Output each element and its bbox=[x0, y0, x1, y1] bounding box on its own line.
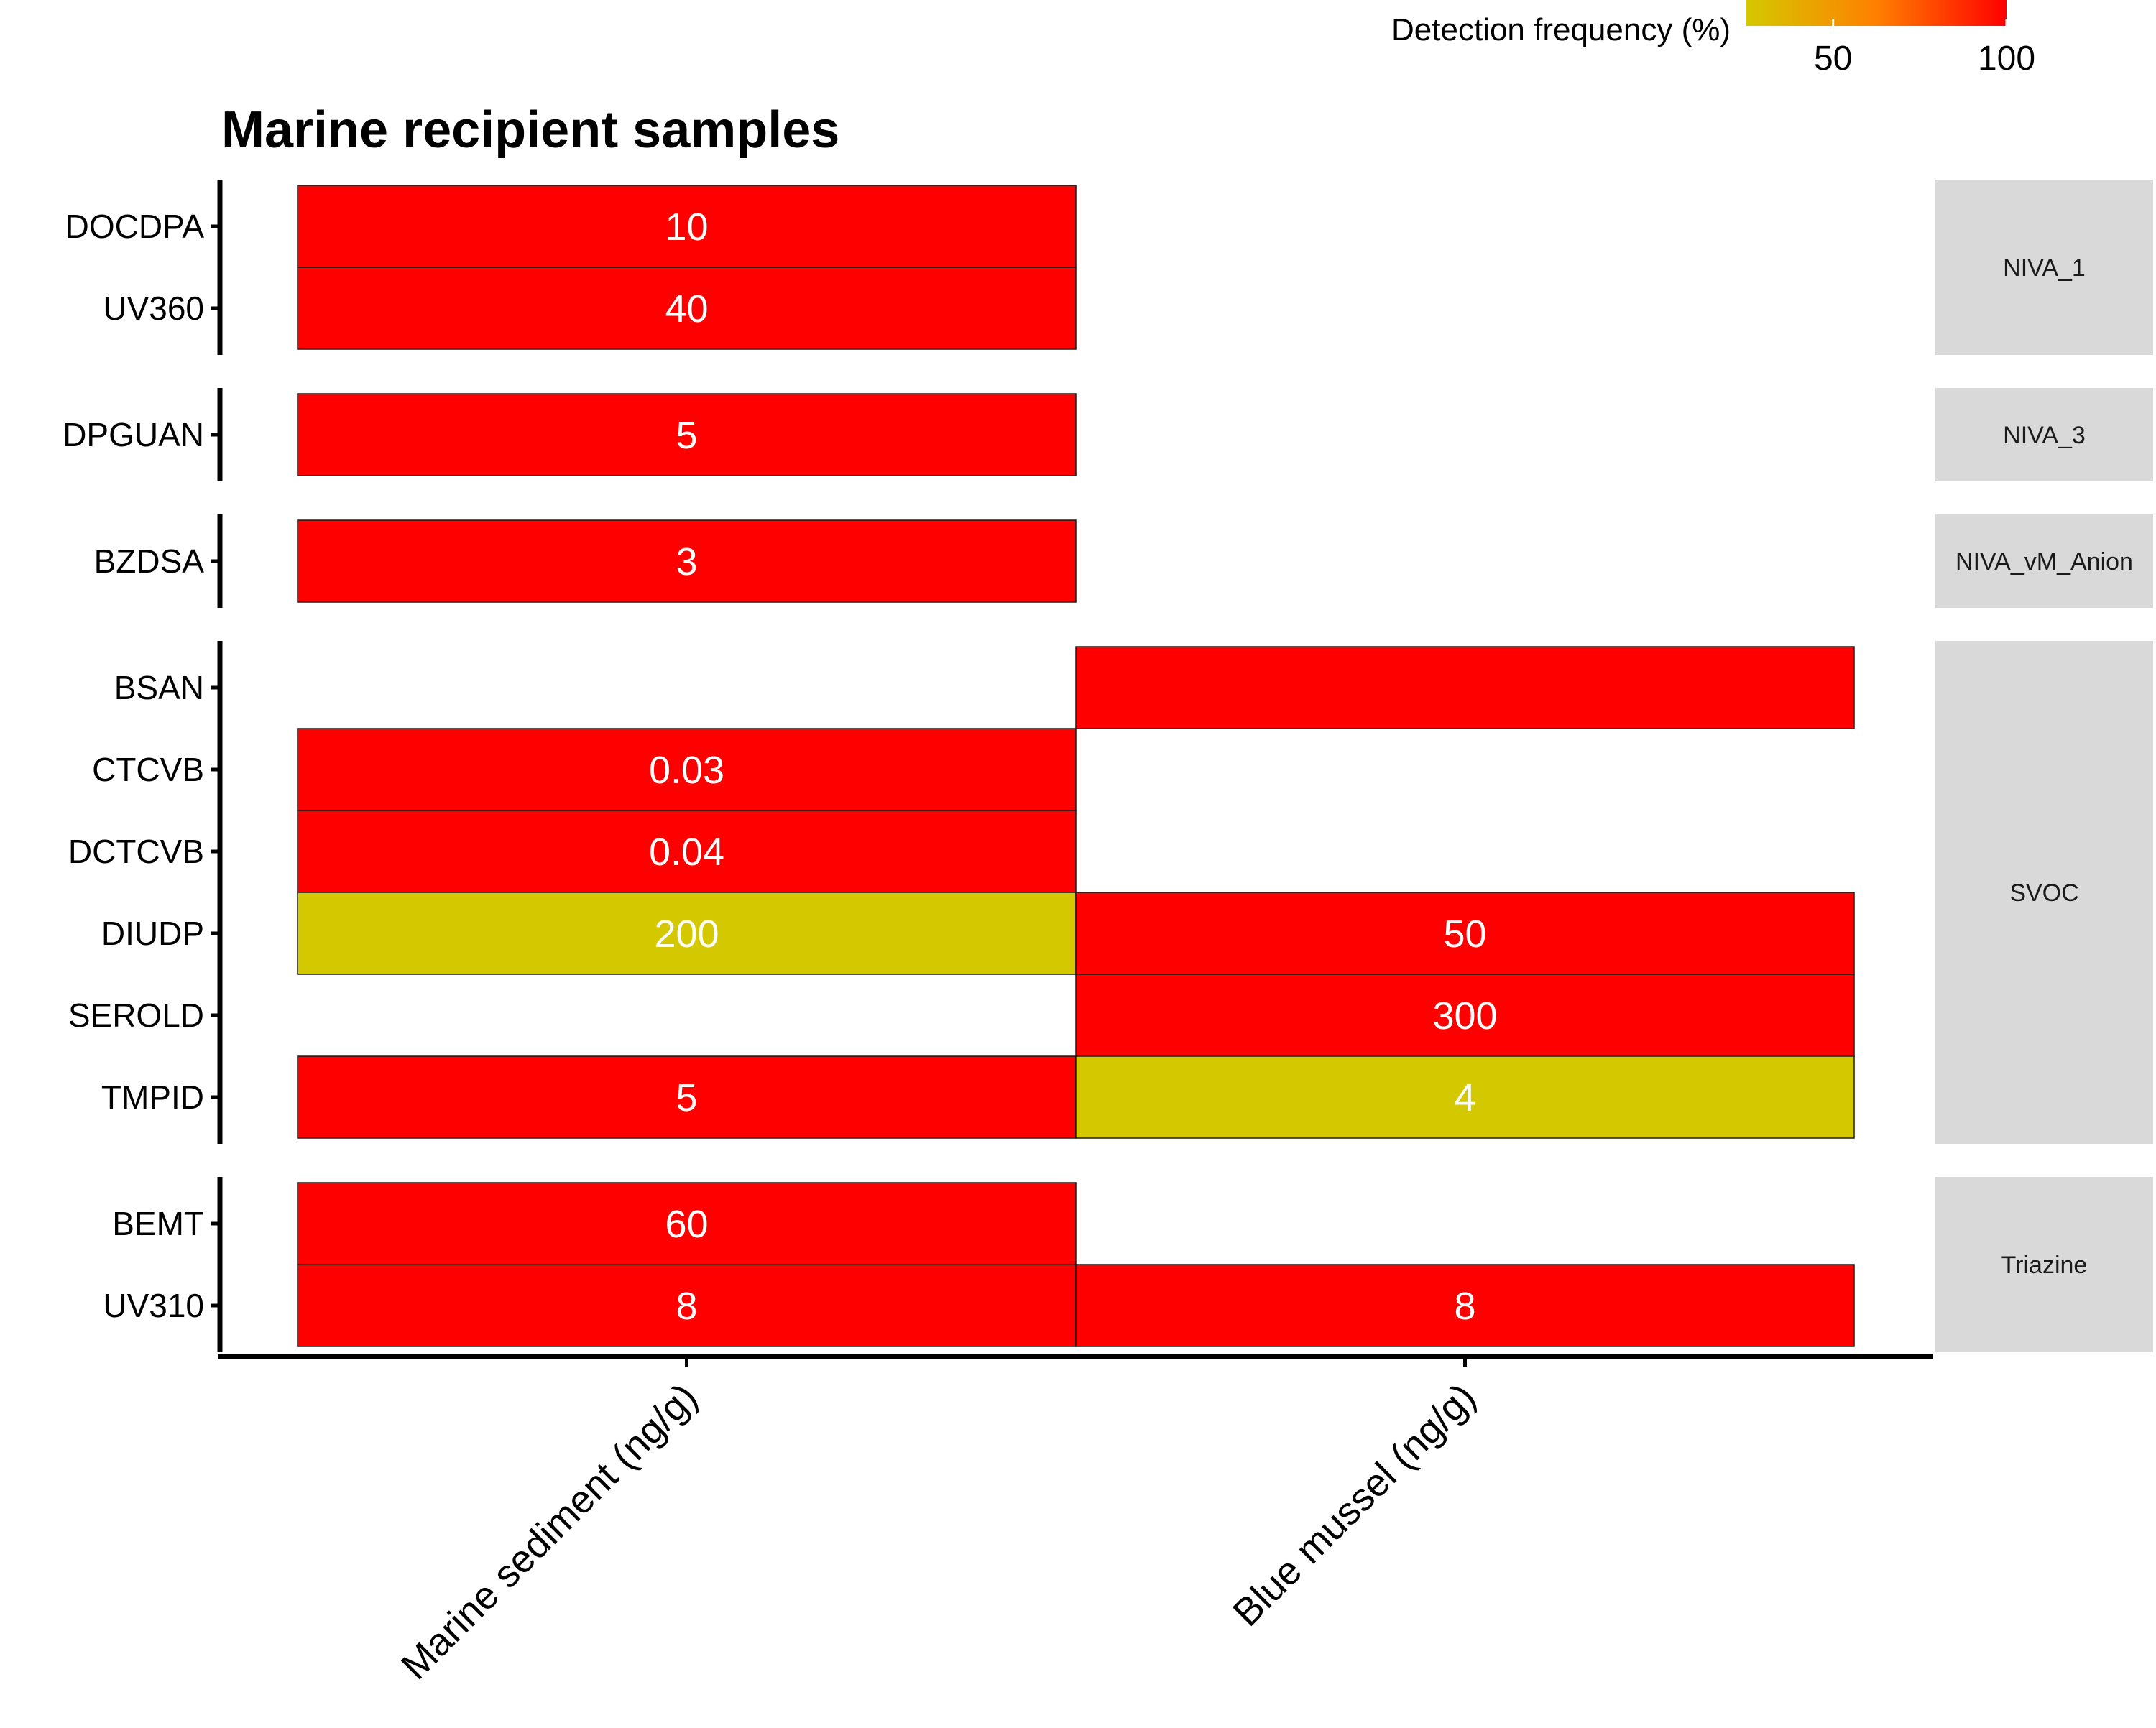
cell-label-diudp-0: 200 bbox=[654, 912, 719, 956]
y-tick-label-bemt: BEMT bbox=[112, 1205, 204, 1242]
y-tick-label-uv310: UV310 bbox=[103, 1287, 204, 1324]
y-tick-label-tmpid: TMPID bbox=[101, 1078, 204, 1116]
heatmap-panels: NIVA_1 DOCDPA 10 UV360 40 NIVA_3 DPGUAN 5 NIVA_v… bbox=[63, 180, 2153, 1352]
cell-label-dctcvb-0: 0.04 bbox=[649, 831, 724, 874]
heatmap-cell-bzdsa-0 bbox=[297, 519, 1077, 603]
cell-label-uv310-1: 8 bbox=[1454, 1285, 1475, 1328]
x-axis: Marine sediment (ng/g) Blue mussel (ng/g) bbox=[218, 1354, 1933, 1688]
heatmap-cell-bsan-1 bbox=[1075, 646, 1855, 729]
panel-niva-3: NIVA_3 DPGUAN 5 bbox=[63, 388, 2153, 481]
strip-label-niva-vm-anion: NIVA_vM_Anion bbox=[1955, 548, 2133, 576]
cell-label-bemt-0: 60 bbox=[665, 1203, 708, 1246]
heatmap-cell-tmpid-1 bbox=[1075, 1055, 1855, 1139]
cell-label-docdpa-0: 10 bbox=[665, 205, 708, 249]
legend-title: Detection frequency (%) bbox=[1391, 12, 1731, 47]
cell-label-ctcvb-0: 0.03 bbox=[649, 749, 724, 792]
y-tick-label-dpguan: DPGUAN bbox=[63, 416, 204, 453]
color-legend: Detection frequency (%) 50 100 bbox=[1391, 0, 2035, 78]
heatmap-cell-diudp-1 bbox=[1075, 892, 1855, 975]
panel-niva-vm-anion: NIVA_vM_Anion BZDSA 3 bbox=[94, 514, 2153, 608]
legend-colorbar bbox=[1746, 0, 2007, 26]
strip-triazine bbox=[1935, 1177, 2153, 1352]
cell-label-uv360-0: 40 bbox=[665, 287, 708, 331]
y-tick-label-docdpa: DOCDPA bbox=[65, 208, 205, 245]
strip-label-svoc: SVOC bbox=[2009, 879, 2078, 907]
heatmap-cell-ctcvb-0 bbox=[297, 728, 1077, 811]
panel-svoc: SVOC BSAN CTCVB 0.03 DCTCVB 0.04 DIUDP 200 50 SER… bbox=[68, 641, 2153, 1144]
chart-title: Marine recipient samples bbox=[221, 101, 839, 159]
cell-label-diudp-1: 50 bbox=[1443, 912, 1486, 956]
heatmap-cell-dpguan-0 bbox=[297, 393, 1077, 476]
heatmap-cell-uv360-0 bbox=[297, 267, 1077, 350]
x-tick-label-marine-sediment-ng-g: Marine sediment (ng/g) bbox=[393, 1375, 706, 1688]
panel-triazine: Triazine BEMT 60 UV310 8 8 bbox=[103, 1177, 2153, 1352]
heatmap-cell-tmpid-0 bbox=[297, 1055, 1077, 1139]
cell-label-tmpid-1: 4 bbox=[1454, 1076, 1475, 1119]
cell-label-bzdsa-0: 3 bbox=[676, 540, 697, 583]
heatmap-cell-uv310-1 bbox=[1075, 1264, 1855, 1347]
strip-niva-1 bbox=[1935, 180, 2153, 355]
y-tick-label-diudp: DIUDP bbox=[101, 915, 204, 952]
y-tick-label-serold: SEROLD bbox=[68, 997, 204, 1034]
strip-niva-vm-anion bbox=[1935, 514, 2153, 608]
strip-label-niva-1: NIVA_1 bbox=[2003, 254, 2086, 282]
heatmap-cell-serold-1 bbox=[1075, 974, 1855, 1057]
legend-tick-label: 50 bbox=[1814, 40, 1852, 78]
legend-tick-label: 100 bbox=[1978, 40, 2035, 78]
heatmap-cell-dctcvb-0 bbox=[297, 810, 1077, 893]
strip-label-niva-3: NIVA_3 bbox=[2003, 422, 2086, 449]
cell-label-uv310-0: 8 bbox=[676, 1285, 697, 1328]
cell-label-dpguan-0: 5 bbox=[676, 414, 697, 457]
y-tick-label-dctcvb: DCTCVB bbox=[68, 833, 204, 870]
cell-label-serold-1: 300 bbox=[1432, 994, 1497, 1038]
heatmap-cell-diudp-0 bbox=[297, 892, 1077, 975]
panel-niva-1: NIVA_1 DOCDPA 10 UV360 40 bbox=[65, 180, 2153, 355]
x-tick-label-blue-mussel-ng-g: Blue mussel (ng/g) bbox=[1225, 1375, 1484, 1635]
heatmap-cell-uv310-0 bbox=[297, 1264, 1077, 1347]
y-tick-label-bzdsa: BZDSA bbox=[94, 542, 205, 580]
y-tick-label-uv360: UV360 bbox=[103, 290, 204, 327]
strip-label-triazine: Triazine bbox=[2001, 1252, 2088, 1279]
heatmap-cell-bemt-0 bbox=[297, 1182, 1077, 1265]
strip-svoc bbox=[1935, 641, 2153, 1144]
y-tick-label-bsan: BSAN bbox=[114, 669, 204, 706]
strip-niva-3 bbox=[1935, 388, 2153, 481]
y-tick-label-ctcvb: CTCVB bbox=[92, 751, 204, 788]
cell-label-tmpid-0: 5 bbox=[676, 1076, 697, 1119]
